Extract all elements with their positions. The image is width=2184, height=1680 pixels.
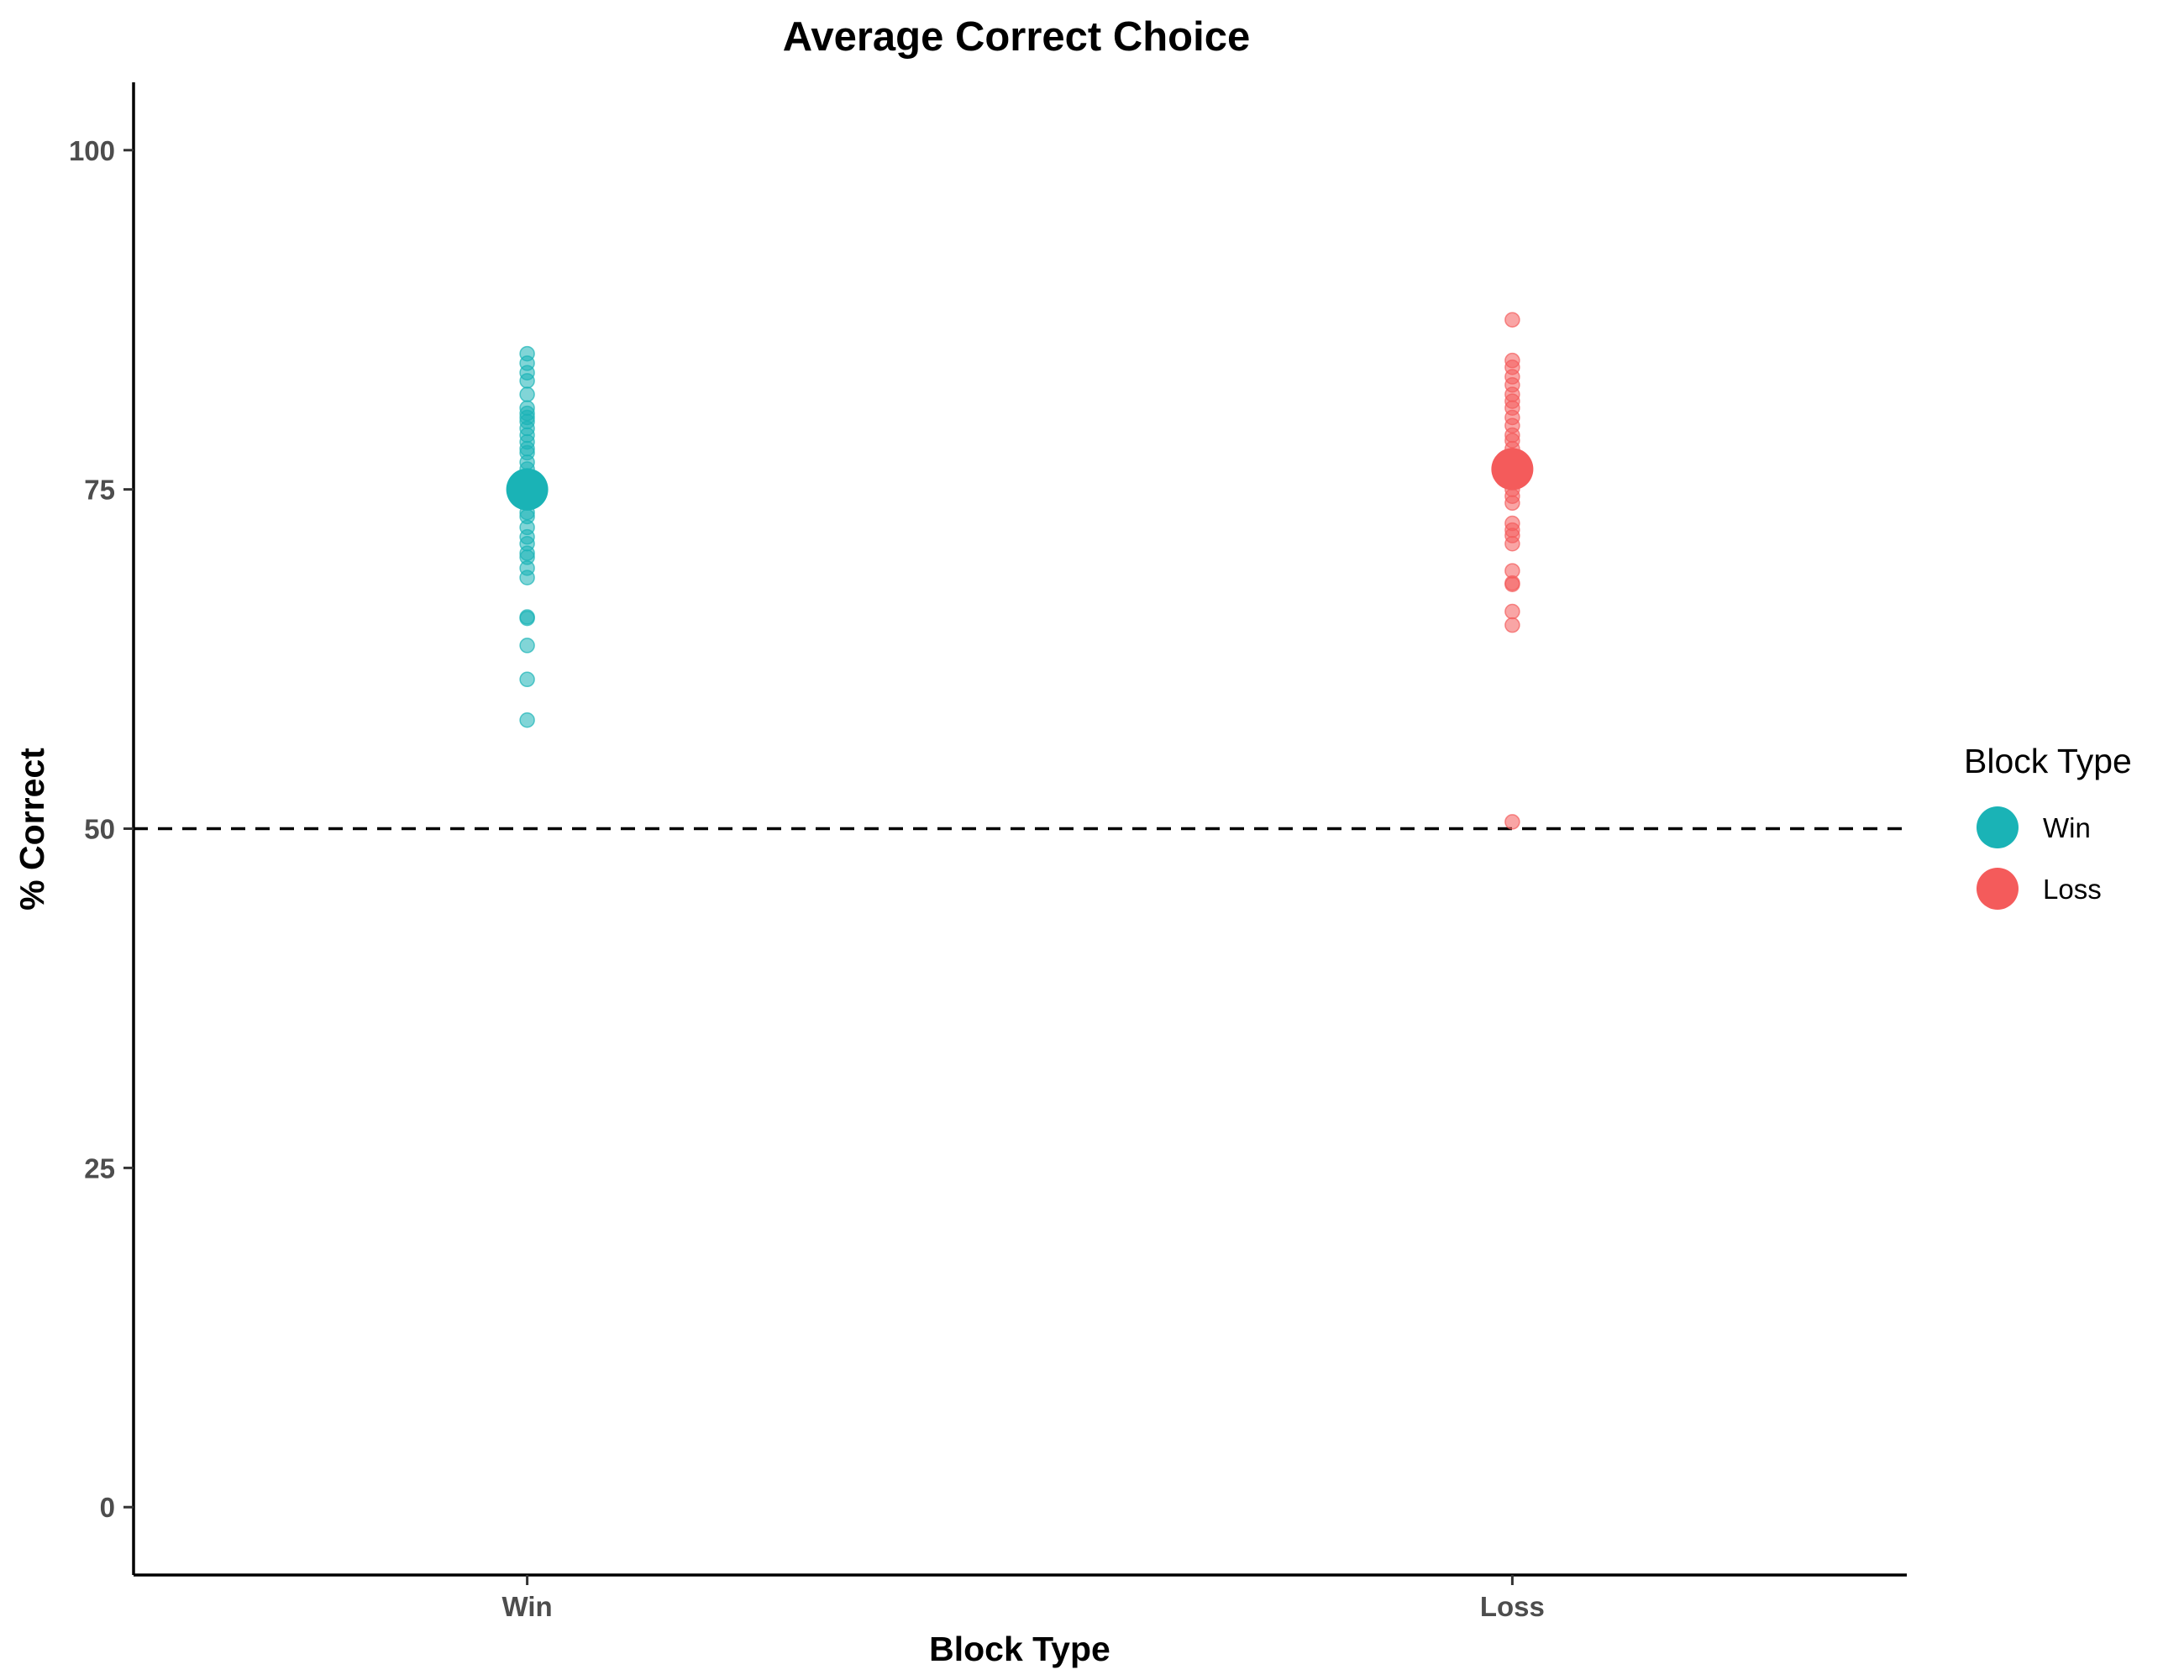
y-axis-ticks: 0 25 50 75 100 xyxy=(69,135,134,1523)
x-tick-label-win: Win xyxy=(502,1591,553,1622)
legend-key-win xyxy=(1977,806,2019,848)
legend: Block Type Win Loss xyxy=(1964,742,2132,910)
points-layer xyxy=(519,312,1520,830)
legend-label-loss: Loss xyxy=(2043,874,2102,905)
data-point-loss xyxy=(1504,536,1520,552)
x-axis-title: Block Type xyxy=(929,1630,1110,1668)
data-point-win xyxy=(519,671,535,688)
legend-key-loss xyxy=(1977,868,2019,910)
data-point-loss xyxy=(1504,575,1520,591)
data-point-win xyxy=(519,610,535,627)
mean-point-loss xyxy=(1491,448,1534,491)
x-tick-label-loss: Loss xyxy=(1480,1591,1545,1622)
legend-label-win: Win xyxy=(2043,812,2091,843)
data-point-win xyxy=(519,570,535,585)
y-tick-label: 75 xyxy=(84,475,115,506)
y-tick-label: 100 xyxy=(69,135,115,166)
data-point-loss xyxy=(1504,603,1520,620)
mean-point-win xyxy=(506,468,549,511)
legend-title: Block Type xyxy=(1964,742,2132,780)
data-point-win xyxy=(519,386,535,402)
y-tick-label: 0 xyxy=(100,1492,115,1523)
data-point-loss xyxy=(1504,617,1520,633)
y-tick-label: 50 xyxy=(84,814,115,845)
data-point-loss xyxy=(1504,312,1520,328)
data-point-win xyxy=(519,712,535,728)
data-point-loss xyxy=(1504,495,1520,512)
means-layer xyxy=(506,448,1534,511)
chart-title: Average Correct Choice xyxy=(783,14,1250,60)
data-point-win xyxy=(519,373,535,389)
y-tick-label: 25 xyxy=(84,1152,115,1184)
data-point-loss xyxy=(1504,814,1520,830)
data-point-win xyxy=(519,638,535,654)
x-axis-ticks: Win Loss xyxy=(502,1575,1545,1622)
plot-area xyxy=(134,312,1907,831)
y-axis-title: % Correct xyxy=(13,748,51,911)
